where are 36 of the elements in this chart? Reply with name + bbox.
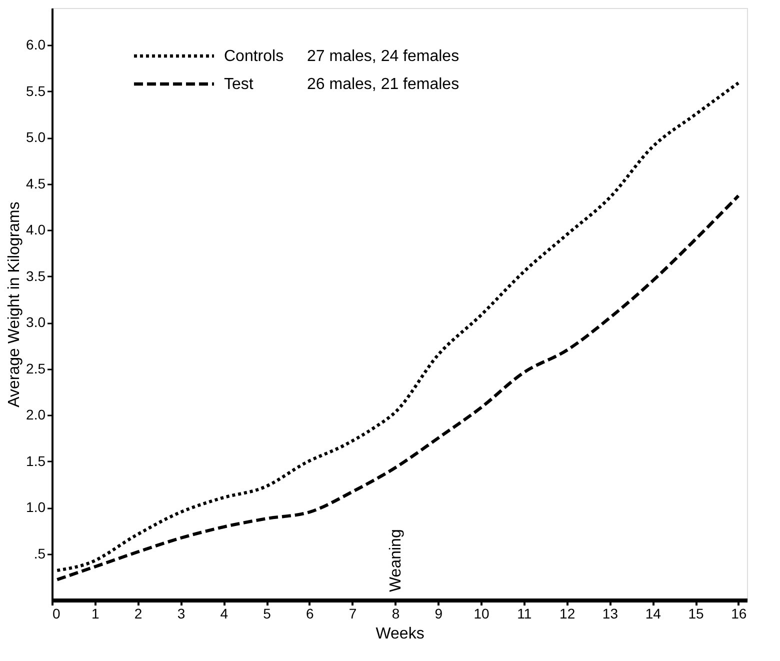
- x-tick-label: 10: [474, 606, 490, 622]
- annotation: Weaning: [387, 529, 404, 592]
- y-tick-label: 2.0: [26, 406, 46, 422]
- x-tick-label: 15: [688, 606, 704, 622]
- x-tick-label: 8: [392, 606, 400, 622]
- x-tick-label: 12: [560, 606, 576, 622]
- y-tick-label: 5.5: [26, 82, 46, 99]
- x-axis-title: Weeks: [376, 626, 424, 642]
- x-tick-label: 0: [52, 606, 60, 622]
- annotation: 26 males, 21 females: [307, 76, 460, 93]
- y-tick-label: 4.5: [26, 175, 46, 192]
- legend-label: Controls: [224, 48, 284, 65]
- y-axis-title: Average Weight in Kilograms: [6, 202, 24, 408]
- x-tick-label: 2: [134, 606, 142, 622]
- y-tick-label: 3.0: [26, 314, 46, 330]
- x-tick-label: 14: [645, 606, 662, 622]
- y-tick-label: 6.0: [26, 36, 46, 52]
- legend-label: Test: [224, 76, 254, 93]
- x-tick-label: 13: [602, 606, 618, 622]
- y-tick-label: .5: [34, 545, 46, 562]
- x-tick-label: 5: [263, 606, 272, 622]
- y-tick-label: 1.0: [26, 499, 46, 515]
- y-tick-label: 2.5: [26, 360, 46, 376]
- x-tick-label: 6: [306, 606, 314, 622]
- y-tick-label: 1.5: [26, 452, 46, 469]
- y-tick-label: 3.5: [26, 268, 46, 284]
- x-tick-label: 3: [177, 606, 186, 622]
- y-tick-label: 5.0: [26, 129, 46, 145]
- x-tick-label: 4: [220, 606, 228, 622]
- y-tick-label: 4.0: [26, 222, 46, 238]
- x-tick-label: 1: [92, 606, 100, 622]
- x-tick-label: 11: [517, 606, 532, 622]
- x-tick-label: 7: [348, 606, 357, 622]
- x-tick-label: 9: [434, 606, 443, 622]
- x-tick-label: 16: [731, 606, 747, 622]
- annotation: 27 males, 24 females: [307, 48, 460, 65]
